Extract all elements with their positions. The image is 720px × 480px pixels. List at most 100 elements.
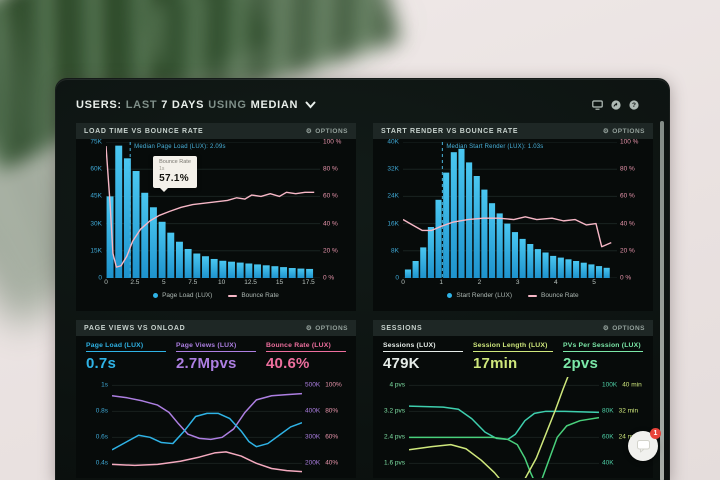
header-metric-label: MEDIAN: [250, 99, 299, 111]
y-axis-tick-label: 0.8s: [95, 407, 108, 415]
gear-icon: ⚙: [602, 325, 610, 332]
svg-text:?: ?: [632, 102, 636, 109]
x-axis: 0 1 2 3 4 5: [401, 278, 617, 288]
load-time-histogram-chart: 75K 60K 45K 30K 15K 0 Median Page Load (LUX): …: [82, 138, 350, 303]
y-axis-right-row: 40K: [602, 460, 619, 467]
y-axis-right-row: 300K 60%: [305, 434, 338, 441]
chat-icon: [636, 440, 650, 453]
header-last-label: LAST: [125, 99, 158, 111]
header-days-label: 7 DAYS: [161, 99, 205, 111]
panel-start-render-vs-bounce-rate: START RENDER VS BOUNCE RATE ⚙ OPTIONS 40…: [373, 123, 653, 311]
panel-body: 75K 60K 45K 30K 15K 0 Median Page Load (LUX): …: [76, 139, 356, 311]
y-axis-tick-label: 80%: [325, 407, 339, 415]
load-time-vs-bounce-rate-plot[interactable]: Median Page Load (LUX): 2.09s Bounce Rate…: [106, 142, 320, 278]
y-axis-right-row: 80K 32 min: [602, 408, 638, 415]
options-label: OPTIONS: [612, 324, 645, 332]
x-axis-tick-label: 10: [218, 279, 226, 286]
metric-value: 479K: [383, 355, 420, 372]
x-axis-tick-label: 5: [592, 279, 596, 286]
y-axis-tick-label: 300K: [305, 433, 321, 441]
chat-button[interactable]: 1: [628, 428, 661, 461]
sessions-line-chart: 4 pvs 3.2 pvs 2.4 pvs 1.6 pvs 100K 40 min 80K 3…: [379, 377, 647, 478]
metric: Page Views (LUX) 2.7Mpvs: [176, 342, 256, 375]
options-button[interactable]: ⚙ OPTIONS: [602, 127, 645, 136]
page-views-vs-onload-plot[interactable]: [112, 377, 302, 478]
panel-title: PAGE VIEWS VS ONLOAD: [84, 324, 186, 332]
y-axis-tick-label: 100%: [325, 381, 342, 389]
users-range-dropdown[interactable]: USERS: LAST 7 DAYS USING MEDIAN: [76, 99, 316, 111]
y-axis-tick-label: 0 %: [323, 274, 335, 282]
options-button[interactable]: ⚙ OPTIONS: [602, 324, 645, 333]
y-axis-tick-label: 40 %: [620, 220, 635, 228]
y-axis-tick-label: 0 %: [620, 274, 632, 282]
panel-sessions: SESSIONS ⚙ OPTIONS Sessions (LUX) 479K Ses…: [373, 320, 653, 478]
legend-item[interactable]: Bounce Rate: [528, 292, 579, 299]
y-axis-tick-label: 40K: [602, 459, 614, 467]
y-axis-tick-label: 1.6 pvs: [384, 459, 405, 467]
legend-dot-marker: [447, 293, 453, 298]
chart-tooltip: Bounce Rate 1s 57.1%: [153, 155, 197, 192]
panel-header: LOAD TIME VS BOUNCE RATE ⚙ OPTIONS: [76, 123, 356, 139]
chart-legend: Start Render (LUX) Bounce Rate: [379, 288, 647, 303]
options-button[interactable]: ⚙ OPTIONS: [306, 324, 348, 333]
y-axis-tick-label: 60%: [325, 433, 339, 441]
options-label: OPTIONS: [612, 127, 645, 135]
x-axis-tick-label: 0: [401, 279, 405, 286]
x-axis-tick-label: 5: [162, 279, 166, 286]
y-axis-right: 100 % 80 % 60 % 40 % 20 % 0 %: [320, 138, 350, 282]
y-axis-right: 100K 40 min 80K 32 min 60K 24 min 40K: [599, 377, 647, 478]
header-icons: ?: [592, 100, 651, 111]
y-axis-tick-label: 40%: [325, 459, 339, 467]
metric: PVs Per Session (LUX) 2pvs: [563, 342, 643, 375]
y-axis-tick-label: 100 %: [323, 138, 342, 146]
help-icon[interactable]: ?: [628, 100, 639, 111]
display-icon[interactable]: [592, 100, 603, 111]
median-annotation: Median Start Render (LUX): 1.03s: [446, 144, 544, 150]
y-axis-tick-label: 3.2 pvs: [384, 407, 405, 415]
metric-label: Sessions (LUX): [383, 342, 463, 352]
y-axis-right-row: 400K 80%: [305, 408, 338, 415]
y-axis-tick-label: 80K: [602, 407, 614, 415]
y-axis-right: 100 % 80 % 60 % 40 % 20 % 0 %: [617, 139, 647, 282]
metric-label: Page Views (LUX): [176, 342, 256, 352]
legend-label: Bounce Rate: [241, 292, 279, 299]
panel-load-time-vs-bounce-rate: LOAD TIME VS BOUNCE RATE ⚙ OPTIONS 75K 60…: [76, 123, 356, 311]
start-render-vs-bounce-rate-plot[interactable]: Median Start Render (LUX): 1.03s: [403, 142, 617, 278]
legend-label: Start Render (LUX): [456, 292, 513, 299]
metric-value: 40.6%: [266, 355, 310, 372]
header-using-label: USING: [208, 99, 247, 111]
y-axis-right: 500K 100% 400K 80% 300K 60% 200K 40%: [302, 377, 350, 478]
x-axis-tick-label: 0: [104, 279, 108, 286]
legend-item[interactable]: Bounce Rate: [228, 292, 279, 299]
sessions-plot[interactable]: [409, 377, 599, 478]
options-button[interactable]: ⚙ OPTIONS: [306, 127, 348, 136]
y-axis-tick-label: 0.6s: [95, 433, 108, 441]
header-users-label: USERS:: [76, 99, 122, 111]
median-annotation: Median Page Load (LUX): 2.09s: [134, 144, 226, 150]
options-label: OPTIONS: [315, 324, 348, 332]
panel-body: 40K 32K 24K 16K 8K 0 Median Start Render (LUX)…: [373, 139, 653, 311]
y-axis-tick-label: 80 %: [323, 165, 338, 173]
tooltip-value: 57.1%: [159, 173, 189, 185]
legend-item[interactable]: Page Load (LUX): [153, 292, 212, 299]
y-axis-tick-label: 75K: [90, 138, 102, 146]
panel-header: PAGE VIEWS VS ONLOAD ⚙ OPTIONS: [76, 320, 356, 336]
y-axis-tick-label: 15K: [90, 247, 102, 255]
y-axis-tick-label: 80 %: [620, 165, 635, 173]
screen-edge-highlight: [660, 121, 664, 480]
start-render-histogram-chart: 40K 32K 24K 16K 8K 0 Median Start Render (LUX)…: [379, 139, 647, 303]
gear-icon: ⚙: [602, 128, 610, 135]
y-axis-right-row: 60K 24 min: [602, 434, 638, 441]
y-axis-tick-label: 0: [98, 274, 102, 282]
sessions-metrics: Sessions (LUX) 479K Session Length (LUX) 17…: [379, 339, 647, 377]
legend-label: Page Load (LUX): [162, 292, 213, 299]
x-axis-tick-label: 2: [477, 279, 482, 286]
share-icon[interactable]: [610, 100, 621, 111]
y-axis-left: 40K 32K 24K 16K 8K 0: [379, 139, 403, 282]
y-axis-tick-label: 20 %: [620, 247, 635, 255]
x-axis-tick-label: 15: [275, 279, 284, 286]
legend-item[interactable]: Start Render (LUX): [447, 292, 512, 299]
metric-value: 2pvs: [563, 355, 598, 372]
x-axis-tick-label: 17.5: [302, 279, 315, 286]
y-axis-tick-label: 100K: [602, 381, 618, 389]
